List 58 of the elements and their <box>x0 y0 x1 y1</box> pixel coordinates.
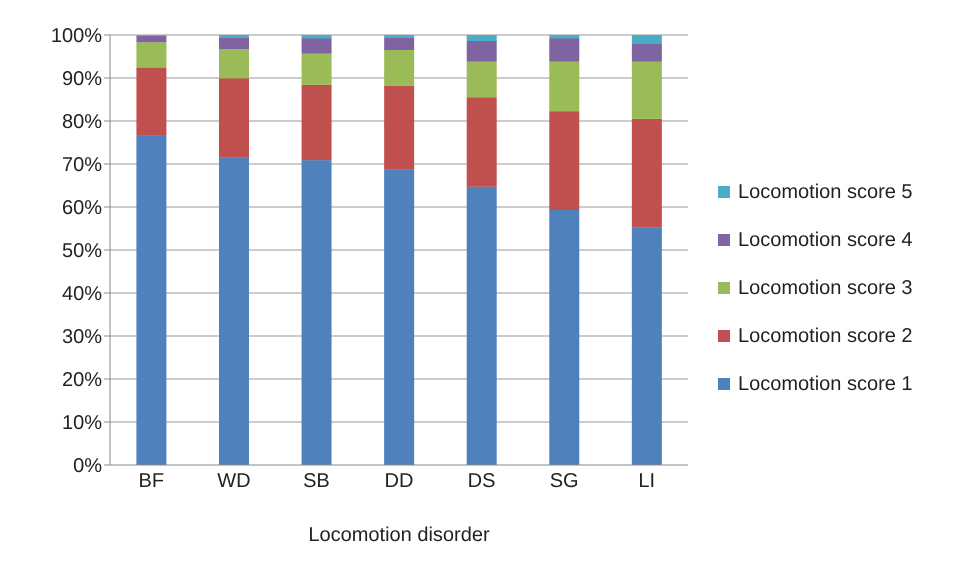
bar <box>218 38 249 50</box>
bar <box>632 118 662 228</box>
x-tick-label: WD <box>217 470 251 492</box>
legend-label: Locomotion score 4 <box>738 228 913 252</box>
bar <box>466 62 497 98</box>
bar <box>549 62 580 112</box>
bar <box>466 41 497 62</box>
bar <box>302 160 332 465</box>
bar <box>632 44 662 62</box>
bar <box>218 35 249 38</box>
bar <box>466 186 497 465</box>
bar <box>632 35 662 44</box>
bar <box>218 49 249 78</box>
y-tick-label: 100% <box>50 25 102 48</box>
y-tick-label: 80% <box>62 111 102 134</box>
x-tick-label: SG <box>550 470 579 492</box>
legend-label: Locomotion score 1 <box>738 372 913 396</box>
bar <box>549 210 580 465</box>
bar <box>632 227 662 465</box>
bar <box>466 97 497 187</box>
legend-label: Locomotion score 2 <box>738 324 913 348</box>
y-tick-label: 70% <box>62 154 102 176</box>
x-tick-label: BF <box>138 470 164 492</box>
bar <box>302 38 332 54</box>
bar <box>466 35 497 42</box>
bar <box>384 38 414 50</box>
bar <box>384 169 414 465</box>
x-tick-label: DS <box>468 470 496 492</box>
legend-label: Locomotion score 3 <box>738 276 913 300</box>
y-tick-label: 10% <box>62 412 102 434</box>
bar <box>136 68 166 136</box>
x-tick-label: SB <box>303 470 330 492</box>
bar <box>218 78 249 158</box>
bar <box>302 35 332 38</box>
y-tick-label: 60% <box>62 197 102 220</box>
x-tick-label: DD <box>384 470 414 492</box>
y-tick-label: 20% <box>62 369 102 392</box>
y-tick-label: 0% <box>73 455 102 478</box>
bar <box>384 35 414 38</box>
x-axis-title: Locomotion disorder <box>308 524 490 546</box>
bar <box>302 53 332 85</box>
x-tick-label: LI <box>638 470 656 492</box>
y-tick-label: 90% <box>62 68 102 90</box>
bar <box>549 35 580 38</box>
y-tick-label: 30% <box>62 326 102 348</box>
bar <box>384 86 414 170</box>
bar <box>218 157 249 465</box>
bar <box>136 136 166 465</box>
bar <box>136 36 166 42</box>
bar <box>302 84 332 160</box>
bar <box>549 112 580 210</box>
y-tick-label: 40% <box>62 283 102 306</box>
bar <box>549 38 580 62</box>
bar <box>384 50 414 86</box>
legend-label: Locomotion score 5 <box>738 180 913 204</box>
bar <box>136 42 166 68</box>
bar <box>632 62 662 119</box>
y-tick-label: 50% <box>62 240 102 262</box>
